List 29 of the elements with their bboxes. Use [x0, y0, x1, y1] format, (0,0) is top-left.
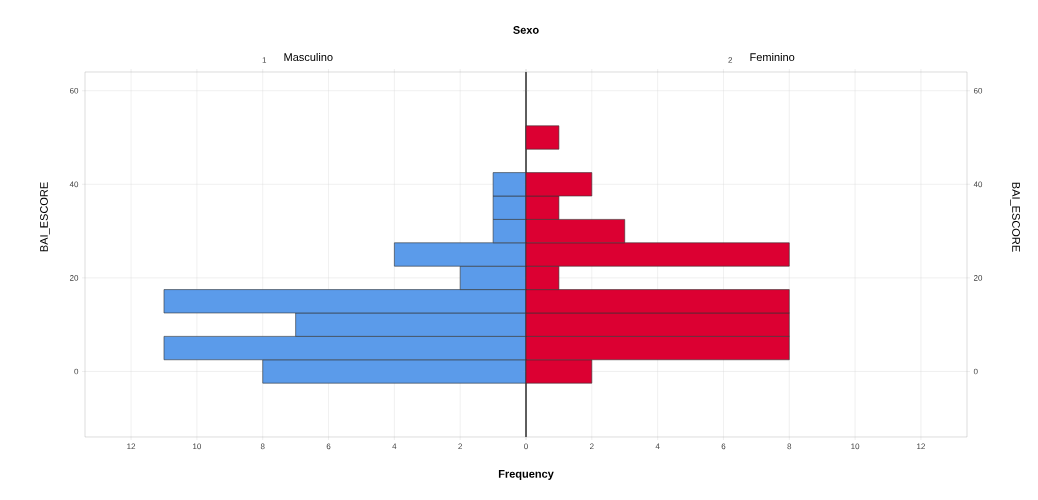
y-tick-label: 0 — [973, 368, 978, 375]
y-tick-label: 0 — [74, 368, 79, 375]
x-tick-label: 6 — [721, 443, 726, 450]
chart-subtitle: Feminino — [750, 52, 795, 62]
x-tick-label: 10 — [851, 443, 860, 450]
x-tick-label: 2 — [590, 443, 594, 450]
x-tick-label: 6 — [326, 443, 331, 450]
x-tick-label: 8 — [787, 443, 792, 450]
x-tick-label: 2 — [458, 443, 462, 450]
y-tick-label: 20 — [973, 275, 983, 281]
x-tick-label: 4 — [392, 443, 397, 450]
text: 2 — [728, 57, 733, 63]
y-tick-label: 40 — [973, 181, 983, 188]
y-tick-label: 40 — [69, 181, 79, 188]
text: 1 — [262, 57, 267, 63]
x-tick-label: 12 — [127, 443, 136, 450]
chart-title: Sexo — [513, 26, 539, 34]
y-tick-label: 20 — [69, 275, 79, 281]
x-tick-label: 10 — [193, 443, 202, 450]
y-tick-label: 60 — [69, 87, 79, 94]
y-axis-title: BAI_ESCORE — [1010, 182, 1020, 252]
y-axis-title: BAI_ESCORE — [40, 182, 50, 252]
x-axis-title: Frequency — [498, 470, 554, 480]
x-tick-label: 4 — [655, 443, 660, 450]
x-tick-label: 12 — [917, 443, 925, 450]
x-tick-label: 0 — [524, 443, 528, 450]
y-tick-label: 60 — [973, 87, 983, 94]
chart-subtitle: Masculino — [284, 52, 333, 62]
x-tick-label: 8 — [260, 443, 265, 450]
